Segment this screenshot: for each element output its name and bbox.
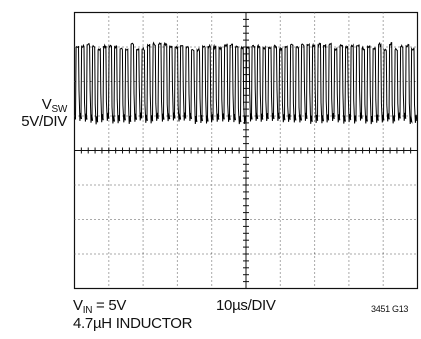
vin-value: = 5V: [96, 297, 127, 314]
vin-subscript: IN: [82, 305, 93, 316]
trace-scale: 5V/DIV: [21, 113, 67, 130]
trace-symbol: V: [41, 96, 52, 113]
vsw-waveform: [75, 41, 418, 125]
figure-id: 3451 G13: [371, 304, 409, 314]
vin-condition: VIN = 5V: [73, 298, 126, 316]
trace-subscript: SW: [51, 104, 67, 115]
graticule-center-axes: [74, 12, 418, 289]
inductor-condition: 4.7µH INDUCTOR: [73, 315, 193, 332]
trace-label: VSW: [41, 96, 68, 115]
vin-symbol: V: [73, 297, 83, 314]
time-scale: 10µs/DIV: [216, 297, 276, 314]
